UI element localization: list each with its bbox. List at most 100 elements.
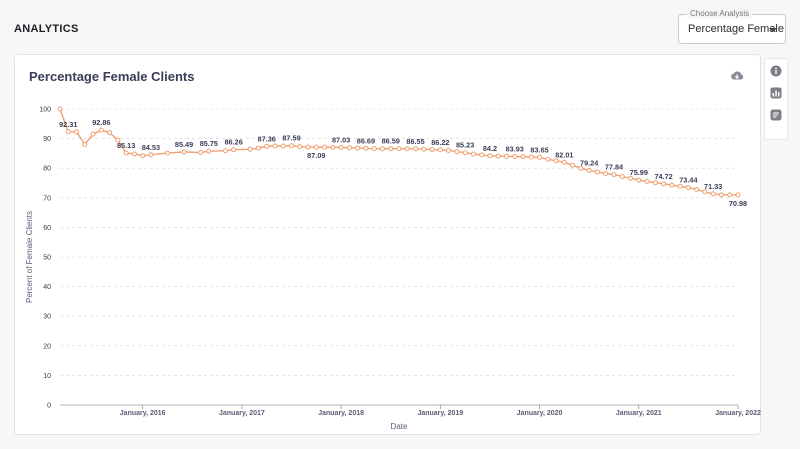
data-point	[164, 150, 170, 156]
data-point	[222, 148, 228, 154]
data-point	[636, 177, 642, 183]
data-point	[619, 173, 625, 179]
data-label: 87.59	[282, 134, 300, 143]
data-label: 83.93	[506, 145, 524, 154]
data-point	[677, 183, 683, 189]
data-point	[611, 172, 617, 178]
data-point	[470, 151, 476, 157]
data-point	[669, 182, 675, 188]
data-point	[661, 181, 667, 187]
data-point	[570, 162, 576, 168]
data-label: 86.59	[382, 137, 400, 146]
y-tick-label: 50	[43, 255, 51, 262]
data-label: 84.2	[483, 144, 497, 153]
data-point	[107, 130, 113, 136]
data-point	[702, 189, 708, 195]
data-label: 74.72	[654, 172, 672, 181]
data-point	[379, 146, 385, 152]
data-point	[289, 143, 295, 149]
data-point	[231, 147, 237, 153]
x-axis-label: Date	[391, 422, 408, 431]
y-tick-label: 10	[43, 373, 51, 380]
data-point	[338, 144, 344, 150]
analysis-select[interactable]: Choose Analysis Percentage Female	[678, 9, 786, 44]
data-point	[355, 145, 361, 151]
data-label: 86.55	[406, 137, 424, 146]
data-point	[710, 191, 716, 197]
data-point	[131, 151, 137, 157]
data-point	[594, 169, 600, 175]
data-point	[65, 129, 71, 135]
chevron-down-icon	[769, 28, 777, 32]
y-tick-label: 20	[43, 343, 51, 350]
y-tick-label: 70	[43, 195, 51, 202]
data-point	[82, 142, 88, 148]
data-point	[313, 144, 319, 150]
data-label: 86.22	[431, 138, 449, 147]
data-point	[421, 146, 427, 152]
data-point	[503, 153, 509, 159]
data-point	[413, 146, 419, 152]
data-label: 75.99	[630, 168, 648, 177]
analysis-select-value: Percentage Female	[688, 23, 784, 35]
data-point	[545, 156, 551, 162]
y-tick-label: 30	[43, 314, 51, 321]
data-point	[528, 154, 534, 160]
analysis-select-label: Choose Analysis	[687, 9, 753, 19]
x-tick-label: January, 2019	[417, 410, 463, 417]
data-point	[297, 144, 303, 150]
data-point	[644, 179, 650, 185]
data-point	[685, 185, 691, 191]
data-point	[346, 145, 352, 151]
data-point	[404, 146, 410, 152]
data-label: 85.75	[200, 139, 218, 148]
data-point	[255, 145, 261, 151]
chart-icon[interactable]	[770, 87, 782, 99]
data-point	[181, 149, 187, 155]
side-rail	[764, 58, 788, 140]
data-point	[520, 154, 526, 160]
line-chart: 0 10 20 30 40 50 60 70 80 90 100 January, 2016 Janua…	[25, 106, 761, 431]
data-label: 87.09	[307, 151, 325, 160]
download-icon[interactable]	[730, 70, 744, 82]
y-tick-label: 80	[43, 166, 51, 173]
data-point	[90, 131, 96, 137]
data-point	[148, 152, 154, 158]
data-point	[57, 106, 63, 112]
data-label: 83.65	[530, 145, 548, 154]
data-point	[264, 143, 270, 149]
data-point	[98, 127, 104, 133]
data-label: 84.53	[142, 143, 160, 152]
data-point	[561, 159, 567, 165]
data-point	[446, 147, 452, 153]
data-point	[396, 146, 402, 152]
data-label: 73.44	[679, 176, 698, 185]
data-point	[487, 153, 493, 159]
x-tick-label: January, 2021	[616, 410, 662, 417]
data-label: 77.84	[605, 163, 624, 172]
y-tick-label: 40	[43, 284, 51, 291]
data-label: 85.49	[175, 140, 193, 149]
data-label: 79.24	[580, 158, 599, 167]
notes-icon[interactable]	[770, 109, 782, 121]
data-point	[652, 180, 658, 186]
data-point	[454, 149, 460, 155]
data-point	[429, 147, 435, 153]
data-point	[437, 147, 443, 153]
data-point	[537, 154, 543, 160]
data-label: 82.01	[555, 150, 573, 159]
data-point	[74, 129, 80, 135]
top-bar: ANALYTICS Choose Analysis Percentage Fem…	[0, 0, 800, 52]
data-point	[694, 187, 700, 193]
series-line	[59, 108, 739, 196]
data-point	[735, 192, 741, 198]
data-point	[727, 192, 733, 198]
data-point	[280, 143, 286, 149]
y-tick-label: 0	[47, 403, 51, 410]
data-point	[462, 150, 468, 156]
data-point	[553, 158, 559, 164]
data-label: 86.69	[357, 136, 375, 145]
info-icon[interactable]	[770, 65, 782, 77]
data-point	[198, 150, 204, 156]
x-tick-label: January, 2018	[318, 410, 364, 417]
